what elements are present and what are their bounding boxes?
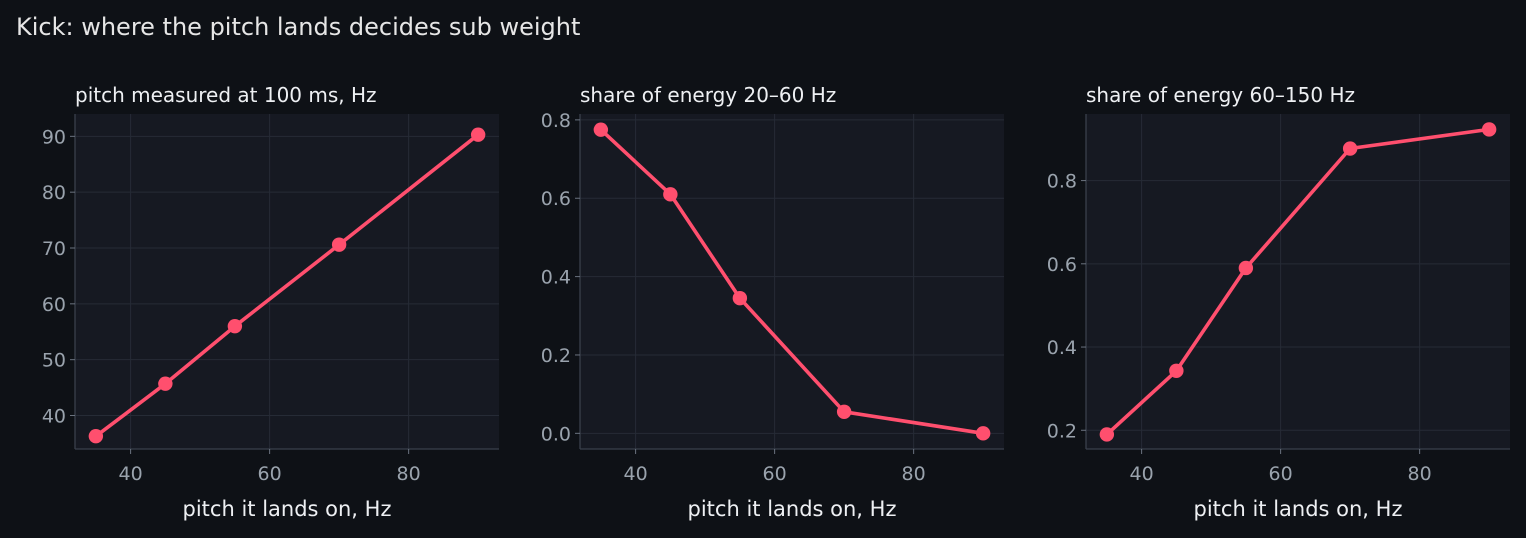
y-tick-label: 0.8: [541, 110, 571, 132]
plot-area: [75, 114, 499, 449]
x-tick-label: 40: [624, 463, 648, 485]
data-point: [1099, 427, 1115, 442]
data-point: [470, 127, 486, 142]
x-tick-label: 40: [1130, 463, 1154, 485]
y-tick-label: 0.2: [1047, 420, 1077, 442]
x-tick-label: 40: [119, 463, 143, 485]
y-tick-label: 0.8: [1047, 171, 1077, 193]
chart-panel-1: 40 60 80 40 50 60 70 80 90 pitch measured at 100 …: [42, 83, 499, 521]
data-point: [1169, 363, 1184, 378]
x-tick-label: 60: [1269, 463, 1293, 485]
y-tick-label: 0.0: [541, 423, 571, 445]
x-tick-label: 80: [902, 463, 926, 485]
y-tick-label: 0.6: [541, 188, 571, 210]
y-tick-label: 0.4: [541, 267, 571, 289]
data-point: [975, 426, 991, 441]
chart-panel-2: 40 60 80 0.0 0.2 0.4 0.6 0.8 share of energy 20–…: [541, 83, 1004, 521]
x-axis-label: pitch it lands on, Hz: [183, 497, 392, 521]
x-axis-label: pitch it lands on, Hz: [1194, 497, 1403, 521]
data-point: [88, 428, 104, 444]
chart-panel-3: 40 60 80 0.2 0.4 0.6 0.8 share of energy 60–150…: [1047, 83, 1510, 521]
panel-title: share of energy 20–60 Hz: [580, 83, 836, 107]
data-point: [836, 404, 852, 419]
panel-title: pitch measured at 100 ms, Hz: [75, 83, 377, 107]
panel-title: share of energy 60–150 Hz: [1086, 83, 1355, 107]
x-tick-label: 80: [1408, 463, 1432, 485]
data-point: [227, 318, 243, 334]
chart-panels: 40 60 80 40 50 60 70 80 90 pitch measured at 100 …: [42, 83, 1510, 521]
data-point: [732, 290, 748, 306]
y-tick-label: 60: [42, 294, 66, 316]
data-point: [1481, 122, 1497, 137]
data-point: [593, 122, 609, 137]
y-tick-label: 50: [42, 350, 66, 372]
data-point: [1238, 260, 1254, 276]
x-axis-label: pitch it lands on, Hz: [688, 497, 897, 521]
y-tick-label: 40: [42, 406, 66, 428]
y-tick-label: 0.4: [1047, 337, 1077, 359]
y-tick-label: 70: [42, 238, 66, 260]
y-tick-label: 0.2: [541, 345, 571, 367]
data-point: [331, 237, 347, 252]
data-point: [1342, 141, 1358, 156]
y-tick-label: 90: [42, 126, 66, 148]
plot-area: [1086, 114, 1510, 449]
y-tick-label: 0.6: [1047, 254, 1077, 276]
x-tick-label: 60: [763, 463, 787, 485]
data-point: [663, 187, 678, 202]
data-point: [158, 376, 173, 391]
y-tick-label: 80: [42, 182, 66, 204]
plot-area: [580, 114, 1004, 449]
figure-title: Kick: where the pitch lands decides sub …: [16, 13, 580, 41]
x-tick-label: 60: [258, 463, 282, 485]
x-tick-label: 80: [397, 463, 421, 485]
